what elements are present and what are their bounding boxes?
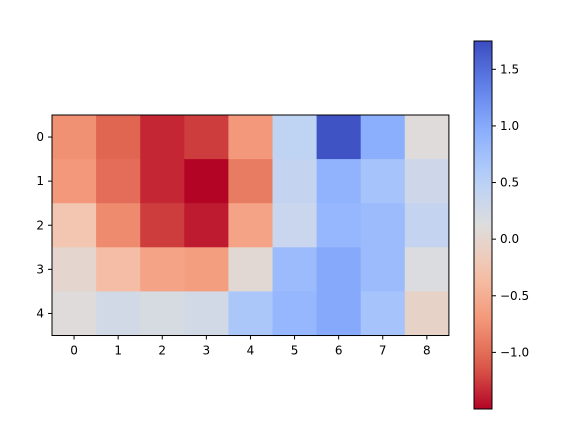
heatmap-cell [272, 159, 318, 204]
heatmap-cell [404, 203, 450, 248]
colorbar-tick-label: −1.0 [500, 345, 529, 359]
y-tick-label: 3 [36, 262, 44, 276]
colorbar: 1.5 1.0 0.5 0.0 −0.5 −1.0 [473, 40, 529, 410]
heatmap-cell [272, 203, 318, 248]
heatmap-cell [184, 203, 229, 248]
x-tick-label: 3 [203, 344, 211, 358]
heatmap-cell [184, 115, 229, 160]
heatmap-cell [140, 247, 185, 292]
heatmap-cell [96, 203, 141, 248]
heatmap-cell [272, 115, 318, 160]
heatmap-cell [96, 159, 141, 204]
x-tick-label: 2 [158, 344, 166, 358]
heatmap-cell [360, 115, 406, 160]
heatmap-cell [404, 291, 450, 337]
heatmap-cell [96, 247, 141, 292]
heatmap-cell [140, 203, 185, 248]
heatmap-cell [228, 247, 274, 292]
heatmap-cell [184, 247, 229, 292]
heatmap-cell [360, 291, 406, 337]
y-tick-label: 4 [36, 306, 44, 320]
heatmap-cell [228, 159, 274, 204]
colorbar-tick-label: −0.5 [500, 289, 529, 303]
x-tick-label: 6 [335, 344, 343, 358]
x-tick-label: 7 [379, 344, 387, 358]
heatmap-cell [316, 203, 362, 248]
heatmap-cell [228, 291, 274, 337]
y-tick-label: 0 [36, 130, 44, 144]
colorbar-gradient [474, 41, 492, 409]
heatmap-cell [360, 159, 406, 204]
y-axis: 0 1 2 3 4 [36, 130, 52, 320]
heatmap-cell [52, 159, 97, 204]
heatmap-cell [316, 115, 362, 160]
heatmap-cell [96, 291, 141, 337]
heatmap-cell [140, 291, 185, 337]
colorbar-tick-label: 0.5 [500, 176, 519, 190]
heatmap-cell [140, 115, 185, 160]
heatmap-cell [404, 159, 450, 204]
x-tick-label: 5 [291, 344, 299, 358]
heatmap-cell [52, 247, 97, 292]
heatmap-cell [140, 159, 185, 204]
heatmap-cell [228, 203, 274, 248]
heatmap-cell [316, 247, 362, 292]
heatmap-cell [360, 203, 406, 248]
colorbar-frame [473, 40, 493, 410]
heatmap-cell [184, 159, 229, 204]
y-tick-label: 1 [36, 174, 44, 188]
x-tick-label: 1 [114, 344, 122, 358]
heatmap-cell [96, 115, 141, 160]
x-tick-label: 0 [70, 344, 78, 358]
y-tick-label: 2 [36, 218, 44, 232]
heatmap-cell [360, 247, 406, 292]
heatmap-cell [52, 115, 97, 160]
x-tick-label: 8 [423, 344, 431, 358]
heatmap-cell [404, 247, 450, 292]
heatmap-cell [52, 203, 97, 248]
heatmap-cell [228, 115, 274, 160]
heatmap-cell [184, 291, 229, 337]
heatmap-cell [316, 291, 362, 337]
heatmap-cell [272, 247, 318, 292]
heatmap-cell [272, 291, 318, 337]
heatmap-cell [404, 115, 450, 160]
colorbar-tick-label: 0.0 [500, 232, 519, 246]
x-axis: 0 1 2 3 4 5 6 7 8 [70, 335, 431, 358]
heatmap-cells [52, 115, 450, 337]
colorbar-tick-label: 1.0 [500, 119, 519, 133]
colorbar-tick-label: 1.5 [500, 62, 519, 76]
heatmap-cell [52, 291, 97, 337]
x-tick-label: 4 [247, 344, 255, 358]
heatmap-cell [316, 159, 362, 204]
